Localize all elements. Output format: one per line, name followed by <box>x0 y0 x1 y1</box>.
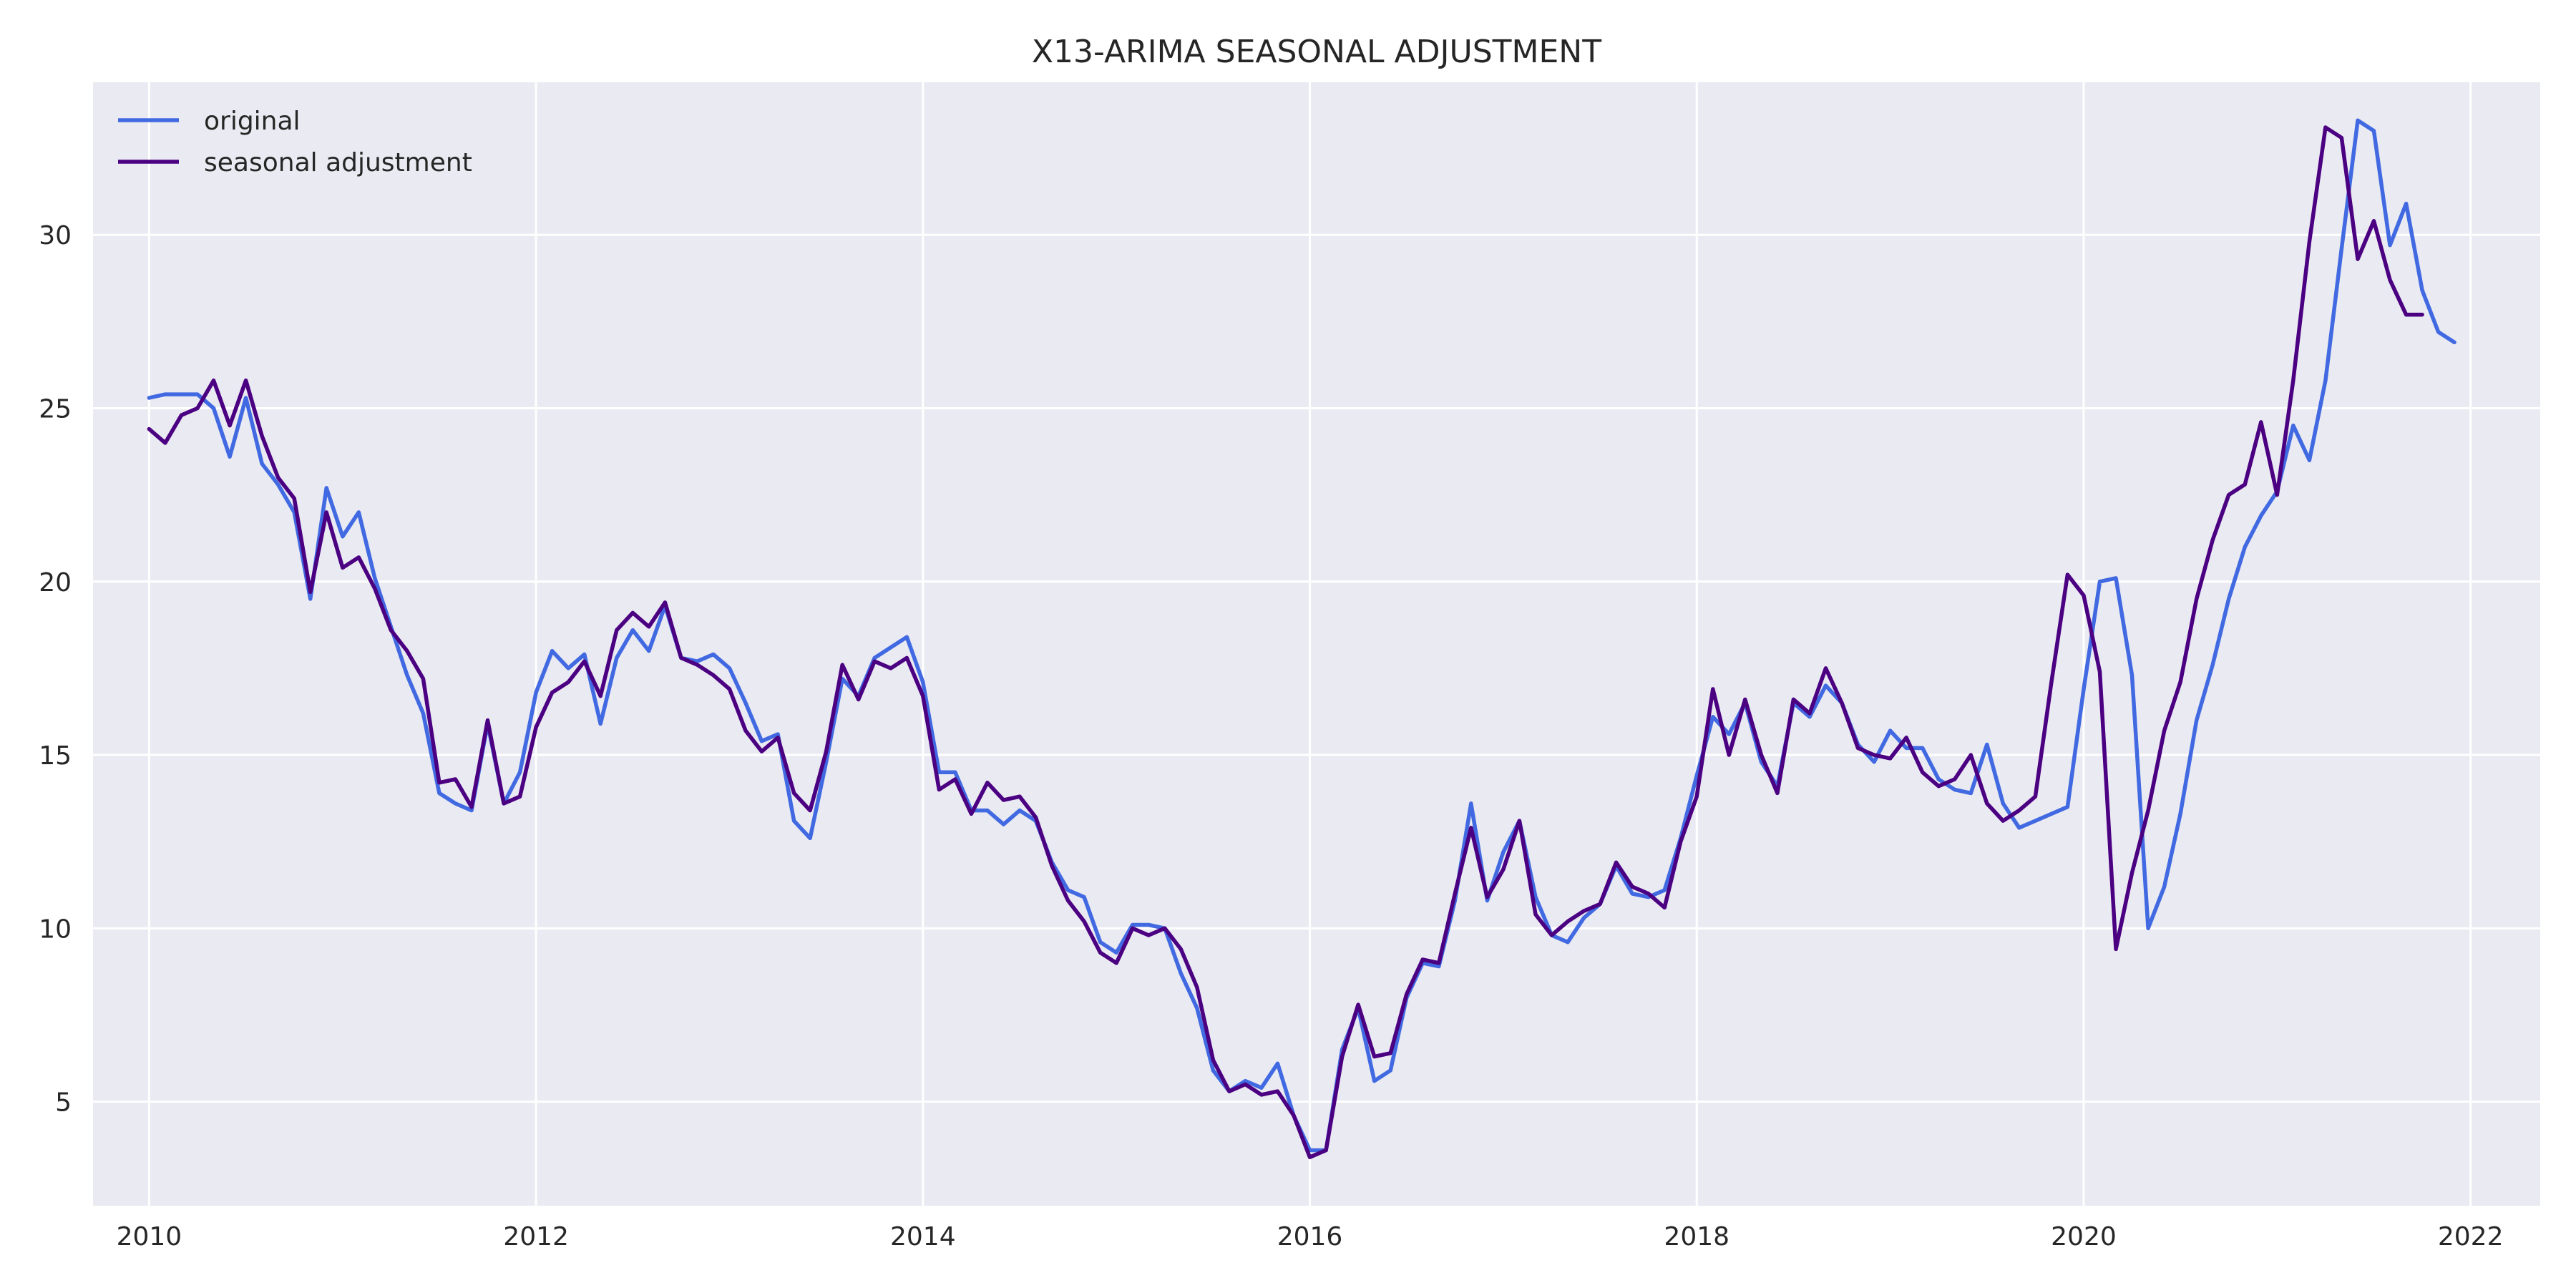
x-tick-label: 2012 <box>503 1222 569 1252</box>
x-tick-label: 2014 <box>890 1222 956 1252</box>
x-tick-label: 2010 <box>117 1222 182 1252</box>
x-tick-label: 2016 <box>1277 1222 1343 1252</box>
series-line-seasonal-adjustment <box>147 125 2424 1159</box>
tick-labels: 5 10 15 20 25 30 2010 2012 2014 2016 2018 2020 2022 <box>39 221 2503 1252</box>
y-tick-label: 10 <box>39 914 72 944</box>
legend: original seasonal adjustment <box>118 107 472 177</box>
x-tick-label: 2022 <box>2438 1222 2504 1252</box>
y-tick-label: 25 <box>39 394 72 424</box>
chart-title: X13-ARIMA SEASONAL ADJUSTMENT <box>1032 34 1601 70</box>
x-tick-label: 2018 <box>1664 1222 1729 1252</box>
y-tick-label: 15 <box>39 741 72 771</box>
series-layer <box>147 118 2457 1159</box>
plot-area <box>93 82 2540 1206</box>
y-tick-label: 20 <box>39 568 72 597</box>
legend-label-original: original <box>204 107 301 136</box>
y-tick-label: 5 <box>55 1088 72 1118</box>
x-tick-label: 2020 <box>2051 1222 2117 1252</box>
y-tick-label: 30 <box>39 221 72 250</box>
grid-lines <box>93 82 2540 1206</box>
legend-label-seasonal-adjustment: seasonal adjustment <box>204 148 472 177</box>
